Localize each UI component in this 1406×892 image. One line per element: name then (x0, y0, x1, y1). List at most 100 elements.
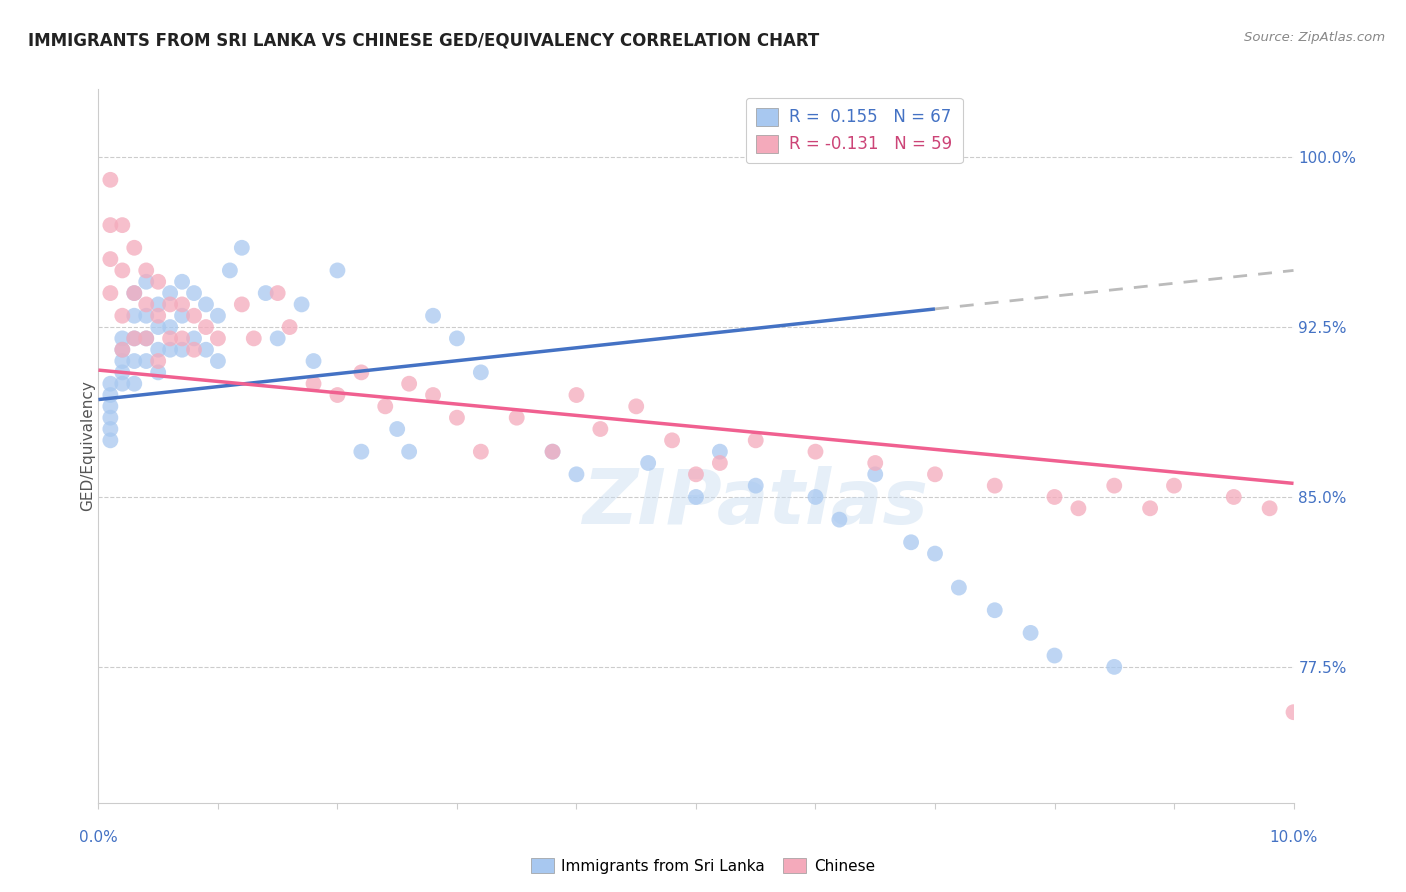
Point (865, 456, 887, 470)
Point (148, 365, 170, 379)
Point (984, 603, 1007, 617)
Point (804, 490, 827, 504)
Point (111, 376, 134, 391)
Point (267, 286, 290, 301)
Point (135, 354, 157, 368)
Point (135, 309, 157, 323)
Point (135, 331, 157, 345)
Point (685, 490, 707, 504)
Point (1043, 648, 1066, 663)
Point (207, 331, 229, 345)
Point (100, 422, 122, 436)
Point (135, 297, 157, 311)
Point (111, 365, 134, 379)
Point (195, 343, 218, 357)
Text: 10.0%: 10.0% (1270, 830, 1317, 845)
Text: IMMIGRANTS FROM SRI LANKA VS CHINESE GED/EQUIVALENCY CORRELATION CHART: IMMIGRANTS FROM SRI LANKA VS CHINESE GED… (28, 31, 820, 49)
Point (385, 422, 409, 436)
Point (100, 388, 122, 402)
Point (565, 388, 588, 402)
Point (111, 309, 134, 323)
Point (124, 286, 146, 301)
Point (159, 343, 181, 357)
Point (1104, 478, 1126, 492)
Point (326, 388, 349, 402)
Point (100, 286, 122, 301)
Point (398, 376, 420, 391)
Point (398, 444, 420, 458)
Legend: Immigrants from Sri Lanka, Chinese: Immigrants from Sri Lanka, Chinese (524, 852, 882, 880)
Point (100, 410, 122, 425)
Point (291, 297, 314, 311)
Point (111, 343, 134, 357)
Point (148, 320, 170, 334)
Point (183, 343, 205, 357)
Point (111, 354, 134, 368)
Point (1019, 626, 1042, 640)
Point (422, 309, 444, 323)
Point (172, 309, 194, 323)
Point (124, 331, 146, 345)
Point (159, 297, 181, 311)
Point (828, 513, 851, 527)
Point (183, 331, 205, 345)
Point (183, 309, 205, 323)
Point (124, 241, 146, 255)
Point (470, 444, 492, 458)
Point (1163, 478, 1185, 492)
Point (195, 320, 218, 334)
Point (1043, 490, 1066, 504)
Point (111, 263, 134, 277)
Point (124, 331, 146, 345)
Point (626, 400, 648, 414)
Point (302, 354, 325, 368)
Point (745, 434, 768, 448)
Point (148, 275, 170, 289)
Legend: R =  0.155   N = 67, R = -0.131   N = 59: R = 0.155 N = 67, R = -0.131 N = 59 (747, 97, 963, 163)
Point (100, 400, 122, 414)
Point (243, 331, 266, 345)
Point (159, 331, 181, 345)
Point (124, 354, 146, 368)
Point (350, 365, 373, 379)
Point (745, 478, 768, 492)
Point (350, 444, 373, 458)
Point (1282, 705, 1305, 719)
Point (111, 331, 134, 345)
Point (148, 354, 170, 368)
Point (278, 320, 301, 334)
Point (100, 376, 122, 391)
Point (1067, 501, 1090, 516)
Point (148, 297, 170, 311)
Point (709, 456, 731, 470)
Point (1104, 660, 1126, 674)
Point (254, 286, 277, 301)
Point (100, 173, 122, 187)
Point (100, 434, 122, 448)
Point (148, 343, 170, 357)
Point (924, 547, 946, 561)
Point (589, 422, 612, 436)
Point (231, 241, 253, 255)
Point (207, 354, 229, 368)
Text: ZIPatlas: ZIPatlas (582, 467, 929, 540)
Point (565, 467, 588, 482)
Point (685, 467, 707, 482)
Point (159, 286, 181, 301)
Point (148, 309, 170, 323)
Point (135, 263, 157, 277)
Point (124, 286, 146, 301)
Y-axis label: GED/Equivalency: GED/Equivalency (80, 381, 94, 511)
Point (124, 376, 146, 391)
Point (326, 263, 349, 277)
Point (111, 343, 134, 357)
Point (709, 444, 731, 458)
Point (470, 365, 492, 379)
Point (207, 309, 229, 323)
Point (302, 376, 325, 391)
Point (159, 320, 181, 334)
Point (183, 286, 205, 301)
Point (865, 467, 887, 482)
Point (111, 218, 134, 232)
Point (804, 444, 827, 458)
